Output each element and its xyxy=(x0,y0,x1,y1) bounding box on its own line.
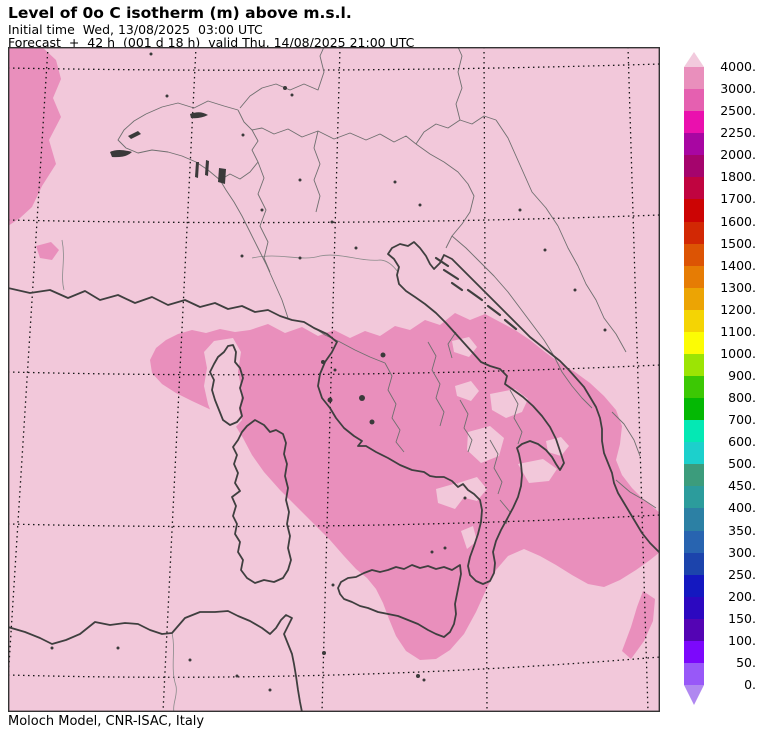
colorbar-segment xyxy=(684,596,704,620)
country-borders xyxy=(117,47,657,509)
colorbar-tick-label: 1500. xyxy=(720,235,756,251)
coastline-corsica xyxy=(209,344,244,426)
hole-corsica xyxy=(204,338,242,430)
colorbar-tick-label: 800. xyxy=(728,390,756,406)
colorbar-segment xyxy=(684,398,704,421)
colorbar-segment xyxy=(684,353,704,377)
hole-calabria-coast xyxy=(461,526,477,549)
map-frame xyxy=(8,47,660,712)
colorbar-segment xyxy=(684,265,704,289)
shade-small-patch-west xyxy=(36,242,59,260)
coastline-europe xyxy=(8,241,660,585)
colorbar-tick-label: 150. xyxy=(728,610,756,626)
page-title: Level of 0o C isotherm (m) above m.s.l. xyxy=(8,4,352,22)
hole-molise xyxy=(455,381,479,401)
hole-tyrrhenian-ne-sicily xyxy=(436,483,465,509)
coastline-sicily xyxy=(337,564,462,638)
colorbar-tick-label: 4000. xyxy=(720,59,756,74)
isotherm-shading xyxy=(8,47,660,660)
colorbar-tick-label: 350. xyxy=(728,522,756,538)
colorbar-tick-label: 1800. xyxy=(720,169,756,185)
hole-abruzzo xyxy=(452,337,477,357)
coastlines xyxy=(8,241,660,712)
hole-heel xyxy=(546,437,569,456)
colorbar-segment xyxy=(684,618,704,642)
coastline-sardinia xyxy=(231,419,292,584)
colorbar-segment xyxy=(684,442,704,465)
map-panel xyxy=(8,47,660,712)
colorbar-segment xyxy=(684,331,704,355)
colorbar-tick-label: 200. xyxy=(728,588,756,604)
colorbar-segment xyxy=(684,243,704,267)
colorbar-segment xyxy=(684,574,704,598)
colorbar-tick-label: 900. xyxy=(728,368,756,383)
colorbar-segment xyxy=(684,309,704,333)
colorbar-tick-label: 1300. xyxy=(720,279,756,295)
colorbar-segment xyxy=(684,67,704,90)
model-credit: Moloch Model, CNR-ISAC, Italy xyxy=(8,714,205,729)
colorbar-arrow-up xyxy=(684,52,704,67)
colorbar-tick-label: 300. xyxy=(728,544,756,560)
colorbar-tick-label: 1000. xyxy=(720,345,756,361)
colorbar-segment xyxy=(684,177,704,200)
colorbar-tick-label: 3000. xyxy=(720,81,756,97)
colorbar-tick-label: 0. xyxy=(744,677,756,692)
colorbar-tick-label: 250. xyxy=(728,566,756,582)
colorbar-tick-label: 2500. xyxy=(720,103,756,119)
hole-puglia-3 xyxy=(518,459,557,483)
hole-puglia-2 xyxy=(467,426,504,463)
colorbar-arrow-down xyxy=(684,685,704,705)
colorbar-segment xyxy=(684,552,704,576)
colorbar-tick-label: 450. xyxy=(728,478,756,494)
isotherm-map xyxy=(8,47,660,712)
small-islands xyxy=(322,256,518,682)
colorbar-segment xyxy=(684,199,704,222)
colorbar-segment xyxy=(684,111,704,134)
colorbar-tick-label: 500. xyxy=(728,456,756,472)
colorbar-segment xyxy=(684,133,704,156)
colorbar-tick-label: 1100. xyxy=(720,323,756,339)
shade-main-central-italy xyxy=(150,313,660,660)
colorbar-segment xyxy=(684,464,704,487)
hole-campania xyxy=(458,477,487,501)
colorbar-segment xyxy=(684,530,704,554)
lakes xyxy=(50,52,607,692)
colorbar-tick-label: 2000. xyxy=(720,147,756,163)
colorbar-tick-label: 700. xyxy=(728,412,756,428)
colorbar-tick-label: 2250. xyxy=(720,125,756,141)
forecast-valid-line: Forecast + 42 h (001 d 18 h) valid Thu, … xyxy=(8,35,415,50)
colorbar-tick-label: 1400. xyxy=(720,257,756,273)
shade-northwest-corner xyxy=(8,47,61,226)
colorbar-segment xyxy=(684,221,704,245)
colorbar-segment xyxy=(684,486,704,509)
colorbar-tick-label: 100. xyxy=(728,632,756,648)
colorbar-tick-label: 1700. xyxy=(720,191,756,207)
colorbar-segment xyxy=(684,420,704,443)
hole-puglia-1 xyxy=(490,389,528,418)
colorbar-tick-label: 400. xyxy=(728,500,756,516)
rivers xyxy=(61,239,399,712)
shade-ionian-streak xyxy=(622,591,655,659)
colorbar-tick-label: 1200. xyxy=(720,301,756,317)
colorbar-tick-label: 50. xyxy=(736,654,756,670)
colorbar-segment xyxy=(684,89,704,112)
colorbar-segment xyxy=(684,508,704,531)
colorbar-tick-label: 600. xyxy=(728,434,756,450)
colorbar-segment xyxy=(684,640,704,664)
colorbar-segment xyxy=(684,662,704,686)
coastline-north-africa xyxy=(8,610,303,712)
initial-time-line: Initial time Wed, 13/08/2025 03:00 UTC xyxy=(8,22,263,37)
colorbar-tick-label: 1600. xyxy=(720,213,756,229)
colorbar-segment xyxy=(684,287,704,311)
colorbar-segment xyxy=(684,155,704,178)
colorbar xyxy=(684,52,704,712)
colorbar-segment xyxy=(684,376,704,399)
